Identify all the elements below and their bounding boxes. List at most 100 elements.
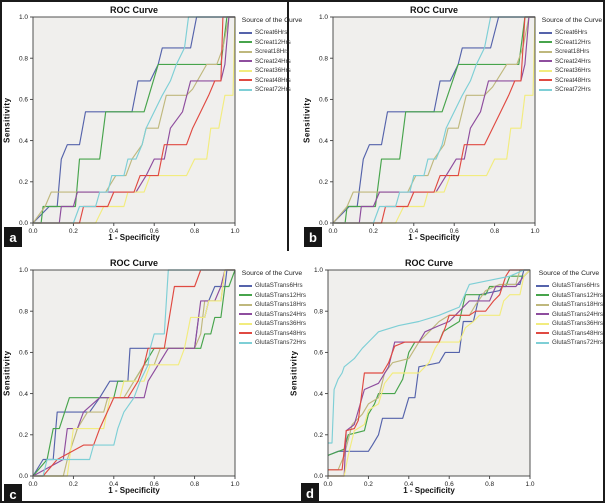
legend-label: SCreat6Hrs [555, 29, 588, 37]
x-tick-label: 1.0 [230, 228, 239, 235]
legend-label: GlutaSTrans12Hrs [255, 291, 307, 299]
y-tick-label: 0.2 [19, 179, 28, 186]
legend-label: SCreat24Hrs [555, 57, 591, 65]
x-tick-label: 0.4 [109, 481, 118, 488]
chart-title: ROC Curve [109, 5, 158, 15]
legend-label: GlutaSTrans24Hrs [255, 310, 307, 318]
legend-line-swatch [239, 294, 252, 297]
legend-line-swatch [239, 313, 252, 316]
panel-letter-badge: b [304, 227, 322, 247]
y-tick-label: 0.4 [319, 138, 328, 145]
legend-item: GlutaSTrans48Hrs [239, 329, 307, 337]
x-tick-label: 0.2 [69, 481, 78, 488]
legend-item: SCreat24Hrs [539, 57, 603, 65]
roc-plot-d: 0.00.0 0.2 0.2 0.4 0.4 0.6 0.6 0.8 0.8 1.0 1.0 [314, 267, 535, 488]
plot-area [33, 270, 235, 476]
legend-label: GlutaSTrans72Hrs [552, 339, 604, 347]
y-tick-label: 0.8 [19, 55, 28, 62]
legend-item: SCreat6Hrs [239, 29, 305, 36]
chart-title: ROC Curve [109, 258, 158, 268]
legend-line-swatch [536, 294, 549, 297]
roc-curve-SCreat36Hrs [33, 16, 236, 224]
roc-panel-c: ROC Curve Sensitivity 0.0 0.0 0.2 0.2 0.4 0.4… [3, 257, 321, 501]
legend-label: GlutaSTrans18Hrs [552, 301, 604, 309]
axis-ticks: 0.00.0 0.2 0.2 0.4 0.4 0.6 0.6 0.8 0.8 1.0 1.0 [19, 267, 240, 488]
x-tick-label: 0.6 [150, 228, 159, 235]
plot-frame [332, 16, 536, 224]
y-tick-label: 0.4 [314, 391, 323, 398]
legend-item: GlutaSTrans48Hrs [536, 329, 604, 337]
legend-line-swatch [239, 60, 252, 63]
legend-item: GlutaSTrans6Hrs [536, 282, 602, 289]
y-tick-label: 0.4 [19, 138, 28, 145]
legend-label: GlutaSTrans72Hrs [255, 339, 307, 347]
x-tick-label: 0.0 [28, 228, 37, 235]
roc-curves [327, 269, 531, 477]
legend-line-swatch [536, 313, 549, 316]
y-tick-label: 0.2 [19, 432, 28, 439]
legend-item: SCreat24Hrs [239, 58, 305, 65]
legend-item: GlutaSTrans24Hrs [239, 310, 307, 318]
axis-ticks: 0.00.0 0.2 0.2 0.4 0.4 0.6 0.6 0.8 0.8 1.0 1.0 [19, 14, 240, 235]
legend-label: GlutaSTrans48Hrs [552, 329, 604, 337]
plot-frame [32, 269, 236, 477]
legend-line-swatch [239, 50, 252, 53]
legend-label: SCreat36Hrs [255, 67, 291, 75]
y-tick-label: 0.8 [314, 308, 323, 315]
roc-curve-GlutaSTrans36Hrs [33, 269, 235, 477]
roc-curve-SCreat48Hrs [333, 16, 535, 224]
legend-item: GlutaSTrans72Hrs [536, 339, 604, 347]
legend-item: GlutaSTrans36Hrs [536, 320, 604, 328]
legend-line-swatch [536, 303, 549, 306]
legend-line-swatch [539, 69, 552, 72]
legend-item: SCreat72Hrs [539, 86, 603, 94]
legend-line-swatch [239, 41, 252, 44]
y-tick-label: 0.4 [19, 391, 28, 398]
plot-area [33, 17, 235, 223]
y-tick-label: 0.0 [314, 473, 323, 480]
legend: Source of the Curve GlutaSTrans6Hrs Gluta… [239, 270, 307, 349]
legend-label: SCreat12Hrs [555, 38, 591, 46]
x-axis-label: 1 - Specificity [108, 486, 160, 495]
legend-title: Source of the Curve [538, 270, 600, 277]
legend-item: GlutaSTrans72Hrs [239, 339, 307, 347]
roc-curve-SCreat24Hrs [333, 16, 535, 224]
legend-label: SCreat72Hrs [555, 86, 591, 94]
x-tick-label: 0.4 [409, 228, 418, 235]
x-tick-label: 1.0 [525, 481, 534, 488]
legend-line-swatch [539, 88, 552, 91]
legend-label: GlutaSTrans36Hrs [552, 320, 604, 328]
x-tick-label: 1.0 [230, 481, 239, 488]
legend-label: Screat18Hrs [555, 48, 590, 56]
roc-curve-SCreat72Hrs [33, 16, 235, 224]
legend-item: SCreat12Hrs [539, 38, 603, 46]
roc-curve-SCreat48Hrs [33, 16, 235, 224]
legend-item: SCreat48Hrs [239, 77, 305, 84]
roc-curve-GlutaSTrans48Hrs [33, 269, 235, 477]
legend-item: SCreat36Hrs [539, 67, 603, 74]
y-tick-label: 1.0 [314, 267, 323, 274]
y-tick-label: 1.0 [19, 267, 28, 274]
y-tick-label: 0.6 [19, 97, 28, 104]
legend-item: SCreat12Hrs [239, 39, 305, 46]
x-tick-label: 0.0 [28, 481, 37, 488]
x-tick-label: 0.4 [109, 228, 118, 235]
legend-line-swatch [539, 50, 552, 53]
roc-curve-SCreat24Hrs [33, 16, 235, 224]
y-tick-label: 0.2 [319, 179, 328, 186]
legend-label: GlutaSTrans48Hrs [255, 329, 307, 337]
y-tick-label: 0.0 [319, 220, 328, 227]
legend-line-swatch [239, 322, 252, 325]
legend-line-swatch [239, 31, 252, 34]
roc-curve-SCreat36Hrs [333, 16, 536, 224]
roc-curve-GlutaSTrans6Hrs [32, 269, 235, 477]
x-tick-label: 1.0 [530, 228, 539, 235]
legend-label: SCreat6Hrs [255, 29, 288, 37]
roc-curve-GlutaSTrans72Hrs [33, 269, 235, 477]
y-tick-label: 0.0 [19, 473, 28, 480]
x-tick-label: 0.0 [328, 228, 337, 235]
legend-title: Source of the Curve [241, 270, 303, 277]
y-tick-label: 0.6 [19, 350, 28, 357]
legend-line-swatch [536, 322, 549, 325]
